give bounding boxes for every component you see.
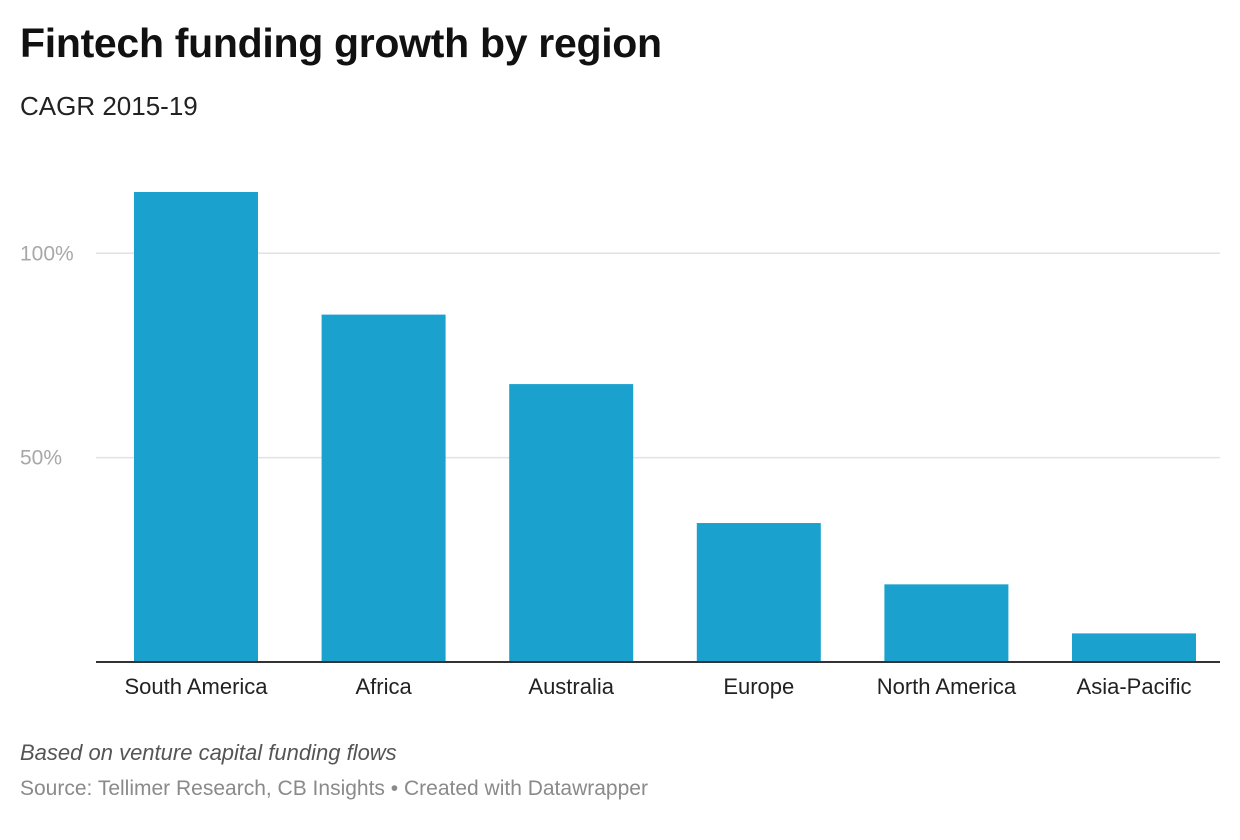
- chart-subtitle: CAGR 2015-19: [20, 91, 198, 121]
- bar-5: [1072, 633, 1196, 662]
- x-tick-label-2: Australia: [528, 674, 614, 699]
- bar-4: [884, 584, 1009, 662]
- x-tick-label-5: Asia-Pacific: [1077, 674, 1192, 699]
- bar-3: [696, 523, 821, 662]
- y-axis-ticks: 50% 100%: [20, 242, 74, 469]
- bars: [134, 192, 1196, 662]
- credit-text: Created with Datawrapper: [403, 777, 648, 800]
- y-tick-label-0: 50%: [20, 447, 62, 470]
- x-axis-ticks: South America Africa Australia Europe North …: [124, 674, 1191, 699]
- bar-2: [509, 384, 634, 662]
- bar-chart: 50% 100% South America Africa Australia Euro…: [20, 192, 1220, 699]
- bar-0: [134, 192, 258, 662]
- chart-note: Based on venture capital funding flows: [20, 740, 397, 765]
- source-line: Source: Tellimer Research, CB Insights •…: [20, 777, 648, 801]
- x-tick-label-4: North America: [877, 674, 1017, 699]
- source-text: Source: Tellimer Research, CB Insights: [20, 777, 385, 800]
- x-tick-label-3: Europe: [723, 674, 794, 699]
- chart-title: Fintech funding growth by region: [20, 20, 662, 66]
- separator-dot: •: [390, 777, 399, 800]
- gridlines: [96, 252, 1220, 459]
- y-tick-label-1: 100%: [20, 242, 74, 265]
- bar-1: [321, 314, 446, 662]
- x-tick-label-1: Africa: [355, 674, 412, 699]
- x-tick-label-0: South America: [124, 674, 268, 699]
